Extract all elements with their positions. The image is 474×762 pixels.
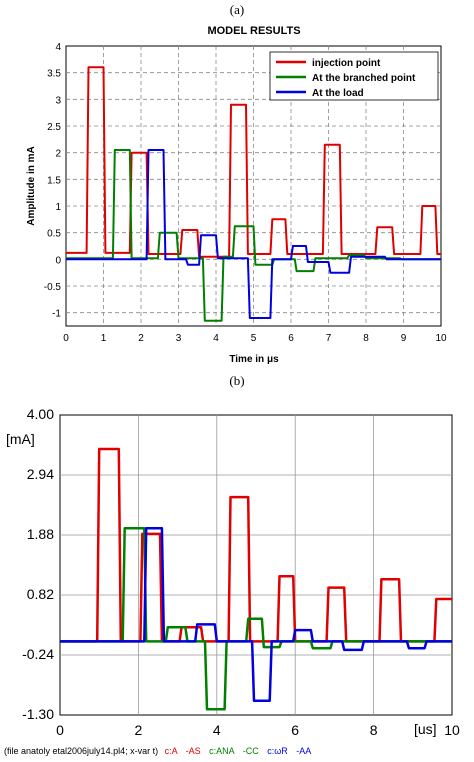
x-tick-label: 6 xyxy=(288,333,294,344)
y-tick-label: 0.82 xyxy=(27,586,54,602)
legend-label-branched-point: At the branched point xyxy=(312,73,416,84)
y-tick-label: 2.5 xyxy=(47,122,61,133)
panel-a-series xyxy=(66,66,441,322)
x-tick-label: 5 xyxy=(251,333,257,344)
footer-label-aa: -AA xyxy=(296,746,311,756)
panel-b-x-unit: [us] xyxy=(414,721,437,737)
x-tick-label: 7 xyxy=(326,333,332,344)
y-tick-label: 1 xyxy=(55,202,61,213)
x-tick-label: 3 xyxy=(176,333,182,344)
x-tick-label: 4 xyxy=(213,333,219,344)
panel-b-footer: (file anatoly etal2006july14.pl4; x-var … xyxy=(4,746,311,756)
footer-label-cana: c:ANA xyxy=(209,746,235,756)
panel-a-grid xyxy=(66,46,441,326)
y-tick-label: 3.5 xyxy=(47,69,61,80)
x-tick-label: 2 xyxy=(138,333,144,344)
b-series-line-0 xyxy=(60,447,452,643)
x-tick-label: 0 xyxy=(63,333,69,344)
y-tick-label: 2 xyxy=(55,149,61,160)
panel-a-label: (a) xyxy=(230,2,244,17)
panel-a-x-label: Time in μs xyxy=(229,354,279,365)
x-tick-label: 1 xyxy=(101,333,107,344)
panel-a-y-ticks: -1 -0.5 0 0.5 1 1.5 2 2.5 3 3.5 4 xyxy=(44,42,62,320)
x-tick-label: 10 xyxy=(435,333,447,344)
panel-a-y-label: Amplitude in mA xyxy=(26,146,37,225)
b-series-line-1 xyxy=(60,526,452,711)
footer-label-as: -AS xyxy=(186,746,201,756)
panel-a-title: MODEL RESULTS xyxy=(207,25,300,37)
x-tick-label: 0 xyxy=(56,722,64,738)
y-tick-label: 1.5 xyxy=(47,175,61,186)
a-series-line-2 xyxy=(66,149,441,319)
panel-b-y-unit: [mA] xyxy=(6,431,35,447)
panel-b-y-ticks: 4.00 2.94 1.88 0.82 -0.24 -1.30 xyxy=(22,406,54,722)
x-tick-label: 6 xyxy=(291,722,299,738)
y-tick-label: 4 xyxy=(55,42,61,53)
a-series-line-1 xyxy=(66,149,441,322)
panel-b: (b) 0 2 4 6 8 10 4.00 2.94 1.88 0.82 -0.24 -1.30 [… xyxy=(4,373,460,756)
y-tick-label: 1.88 xyxy=(27,526,54,542)
y-tick-label: -0.24 xyxy=(22,646,54,662)
panel-a: (a) MODEL RESULTS 0 1 2 3 4 5 6 7 8 9 10 -1 -0.5 0 0.… xyxy=(26,2,447,365)
panel-b-plot-area xyxy=(59,414,453,716)
x-tick-label: 4 xyxy=(213,722,221,738)
panel-b-series xyxy=(60,447,452,711)
x-tick-label: 9 xyxy=(401,333,407,344)
y-tick-label: 2.94 xyxy=(27,466,54,482)
y-tick-label: -0.5 xyxy=(44,282,62,293)
y-tick-label: -1 xyxy=(52,309,61,320)
legend-label-at-the-load: At the load xyxy=(312,88,364,99)
panel-b-x-ticks: 0 2 4 6 8 10 xyxy=(56,722,460,738)
panel-a-x-ticks: 0 1 2 3 4 5 6 7 8 9 10 xyxy=(63,333,447,344)
b-series-line-2 xyxy=(60,526,452,703)
panel-b-label: (b) xyxy=(229,373,244,388)
legend-label-injection-point: injection point xyxy=(312,58,381,69)
y-tick-label: 4.00 xyxy=(27,406,54,422)
y-tick-label: -1.30 xyxy=(22,706,54,722)
footer-label-cc: -CC xyxy=(243,746,259,756)
panel-a-legend: injection point At the branched point At… xyxy=(269,51,439,101)
x-tick-label: 8 xyxy=(363,333,369,344)
y-tick-label: 3 xyxy=(55,95,61,106)
footer-label-cwr: c:ωR xyxy=(267,746,288,756)
footer-label-ca: c:A xyxy=(165,746,178,756)
x-tick-label: 8 xyxy=(370,722,378,738)
x-tick-label: 2 xyxy=(135,722,143,738)
y-tick-label: 0 xyxy=(55,255,61,266)
y-tick-label: 0.5 xyxy=(47,229,61,240)
x-tick-label: 10 xyxy=(444,722,460,738)
footer-file: (file anatoly etal2006july14.pl4; x-var … xyxy=(4,746,158,756)
